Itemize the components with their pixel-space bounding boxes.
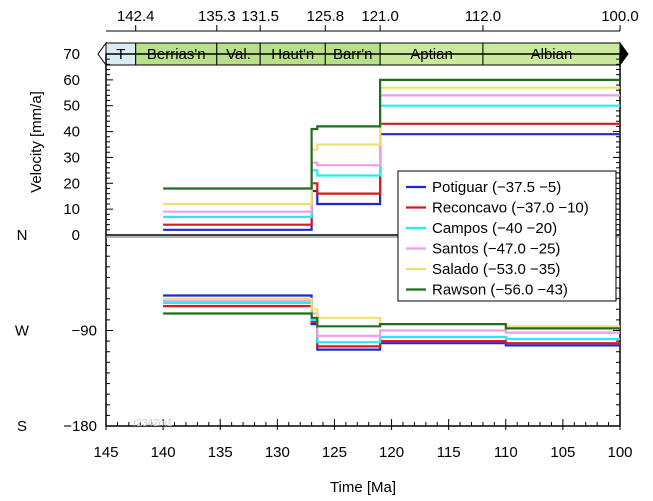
legend-label: Campos (−40 −20) <box>432 220 557 237</box>
legend-label: Potiguar (−37.5 −5) <box>432 179 561 196</box>
series-lines <box>163 78 620 351</box>
x-tick-label: 100 <box>607 444 632 461</box>
x-tick-label: 120 <box>379 444 404 461</box>
direction-tick-label: −180 <box>63 418 97 435</box>
direction-compass-label: W <box>15 323 30 340</box>
direction-line <box>163 312 620 330</box>
legend: Potiguar (−37.5 −5) Reconcavo (−37.0 −10)… <box>397 170 617 302</box>
top-axis-tick-label: 131.5 <box>241 8 279 25</box>
top-axis-tick-label: 100.0 <box>601 8 639 25</box>
velocity-line <box>163 78 620 190</box>
plot-border <box>105 53 621 427</box>
x-tick-label: 140 <box>151 444 176 461</box>
top-axis-tick-label: 125.8 <box>307 8 345 25</box>
velocity-tick-label: 60 <box>63 72 80 89</box>
direction-tick-label: −90 <box>72 323 97 340</box>
x-tick-label: 135 <box>208 444 233 461</box>
legend-label: Salado (−53.0 −35) <box>432 261 560 278</box>
legend-label: Santos (−47.0 −25) <box>432 241 560 258</box>
watermark: r2342m1 <box>133 418 173 429</box>
north-label: N <box>17 227 28 244</box>
x-tick-label: 145 <box>93 444 118 461</box>
x-tick-label: 110 <box>494 444 518 461</box>
legend-label: Rawson (−56.0 −43) <box>432 282 568 299</box>
y-axis-title: Velocity [mm/a] <box>28 91 45 193</box>
stage-bar-left-arrow <box>97 41 107 67</box>
x-axis-title: Time [Ma] <box>330 479 396 496</box>
velocity-tick-label: 70 <box>63 46 80 63</box>
direction-line <box>163 301 620 344</box>
velocity-tick-label: 20 <box>63 175 80 192</box>
x-tick-label: 115 <box>437 444 461 461</box>
velocity-tick-label: 30 <box>63 149 80 166</box>
x-tick-label: 125 <box>322 444 347 461</box>
velocity-tick-label: 40 <box>63 124 80 141</box>
top-axis-tick-label: 112.0 <box>465 8 501 25</box>
x-tick-label: 105 <box>550 444 575 461</box>
stage-bar: T Berrias'n Val. Haut'n Barr'n Aptian Albian14… <box>97 8 639 67</box>
top-axis-tick-label: 121.0 <box>361 8 399 25</box>
top-axis-tick-label: 142.4 <box>117 8 155 25</box>
stage-bar-right-arrow <box>619 41 629 67</box>
velocity-tick-label: 50 <box>63 98 80 115</box>
legend-label: Reconcavo (−37.0 −10) <box>432 200 589 217</box>
x-tick-label: 130 <box>265 444 290 461</box>
velocity-tick-label: 10 <box>63 201 80 218</box>
velocity-tick-label: 0 <box>72 227 80 244</box>
direction-compass-label: S <box>17 418 27 435</box>
plot-frame: 145 140 135 130 125 120 115 110 105 100 0 10 20 30 40 5… <box>15 46 633 461</box>
legend-box <box>397 170 617 302</box>
top-axis-tick-label: 135.3 <box>198 8 236 25</box>
